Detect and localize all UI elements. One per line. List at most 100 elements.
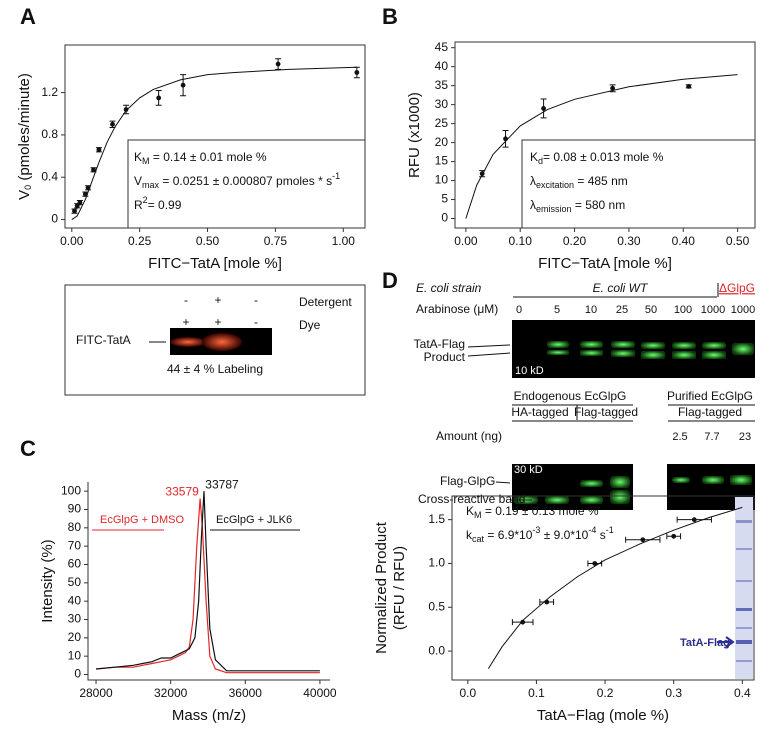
data-point [96,147,102,153]
band-pointer [495,481,511,484]
x-tick-label: 0.00 [454,234,478,248]
text-part: = 580 nm [572,198,626,212]
annotation-line: KM = 0.19 ± 0.13 mole % [466,504,599,520]
annotation-line: Kd= 0.08 ± 0.013 mole % [530,150,664,166]
data-point [354,70,360,75]
y-tick-label: 20 [68,630,82,644]
y-tick-label: 0 [74,667,81,681]
x-tick-label: 0.30 [617,234,641,248]
text-part: -1 [332,171,340,181]
group-label: ΔGlpG [719,281,755,295]
text-part: emission [536,204,572,214]
condition: + [182,315,189,329]
spectrum-line [95,498,320,674]
data-point [640,537,646,543]
panel-label: B [382,4,398,29]
text-part: = 0.08 ± 0.013 mole % [543,150,664,164]
x-tick-label: 0.2 [597,686,614,700]
data-point [110,121,115,127]
y-tick-label: 70 [68,538,82,552]
y-tick-label: 40 [435,59,449,73]
arabinose-value: 25 [616,304,628,316]
y-tick-label: 1.0 [428,556,445,570]
text-part: = 0.0251 ± 0.000807 pmoles * s [159,174,332,188]
lane-label: TatA-Flag [680,637,730,649]
y-tick-label: 35 [435,78,449,92]
group-label: Purified EcGlpG [667,389,753,403]
band-pointer [467,352,511,357]
gel-band [202,333,242,351]
y-tick-label: 0.5 [428,599,445,613]
text-part: d [538,156,543,166]
y-tick-label: 25 [435,116,449,130]
arabinose-value: 1000 [731,304,755,316]
condition: + [214,315,221,329]
gel-band [170,337,206,347]
arabinose-value: 1000 [701,304,725,316]
band-label: TatA-Flag [414,337,465,351]
band-label: Flag-GlpG [440,474,495,488]
y-tick-label: 80 [68,520,82,534]
arabinose-value: 10 [585,304,597,316]
text-part: 2 [143,195,148,205]
text-part: max [142,180,160,190]
data-point [520,619,526,625]
arabinose-value: 50 [645,304,657,316]
data-point [156,95,162,101]
text-part: K [530,150,538,164]
data-point [610,85,616,91]
peak-label: 33787 [205,477,239,491]
data-point [671,533,677,539]
y-tick-label: 5 [441,192,448,206]
arabinose-value: 100 [674,304,692,316]
legend-label: EcGlpG + DMSO [100,514,184,526]
text-part: s [596,528,605,542]
condition: - [254,293,258,307]
annotation-line: KM = 0.14 ± 0.01 mole % [134,150,267,166]
text-part: K [466,504,474,518]
annotation-line: λemission = 580 nm [530,198,625,214]
y-tick-label: 1.2 [41,85,58,99]
x-tick-label: 0.50 [726,234,750,248]
text-part: 0 [23,185,33,190]
condition: - [254,315,258,329]
legend-label: EcGlpG + JLK6 [216,514,292,526]
y-axis-label: V0 (pmoles/minute) [16,73,33,200]
group-label: E. coli WT [593,281,649,295]
row-label: E. coli strain [416,281,482,295]
arabinose-value: 5 [554,304,560,316]
annotation-line: kcat = 6.9*10-3 ± 9.0*10-4 s-1 [466,525,614,544]
condition: + [214,293,221,307]
text-part: ± 9.0*10 [540,528,588,542]
gel-bands [547,341,754,359]
gel-lane-label: FITC-TatA [76,333,131,347]
text-part: λ [530,174,536,188]
annotation-box [521,139,756,229]
text-part: = 0.14 ± 0.01 mole % [150,150,267,164]
panel-label: C [20,436,36,461]
data-point [686,84,692,89]
x-tick-label: 0.40 [672,234,696,248]
x-tick-label: 0.00 [60,234,84,248]
y-tick-label: 0 [51,212,58,226]
data-point [91,167,96,173]
marker-label: 30 kD [514,464,543,476]
inset-frame [64,284,366,396]
data-point [123,107,129,112]
y-tick-label: 0.4 [41,169,58,183]
y-tick-label: 50 [68,575,82,589]
y-tick-label: 60 [68,557,82,571]
row-label: Dye [299,318,321,332]
data-point [691,517,697,523]
x-tick-label: 0.10 [509,234,533,248]
axis-frame [451,495,755,681]
x-tick-label: 32000 [154,686,188,700]
y-tick-label: 30 [435,97,449,111]
text-part: = 0.19 ± 0.13 mole % [482,504,599,518]
text-part: excitation [536,180,574,190]
text-part: -3 [532,525,540,535]
y-tick-label: 10 [68,648,82,662]
fit-curve [465,74,738,219]
text-part: = 0.99 [148,198,182,212]
fit-curve [71,66,357,220]
